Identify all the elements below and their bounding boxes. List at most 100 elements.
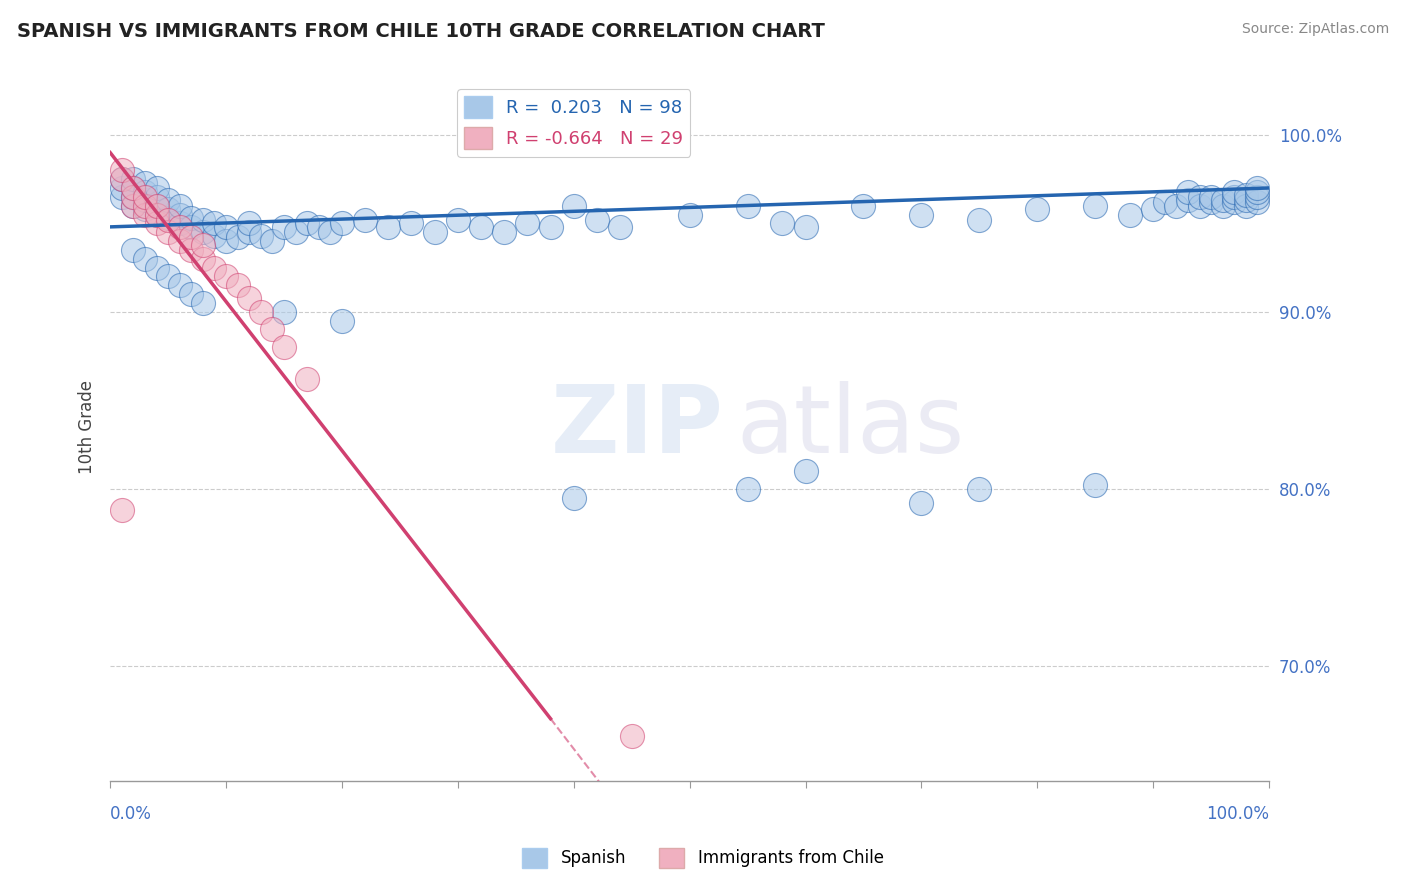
Point xyxy=(1246,195,1268,210)
Point xyxy=(215,269,238,284)
Point xyxy=(122,199,145,213)
Point xyxy=(122,199,145,213)
Point xyxy=(134,194,156,208)
Point xyxy=(295,372,318,386)
Point xyxy=(191,252,214,266)
Point xyxy=(562,199,585,213)
Point xyxy=(330,216,353,230)
Point xyxy=(180,219,202,234)
Text: 100.0%: 100.0% xyxy=(1206,805,1270,823)
Point xyxy=(145,260,167,275)
Point xyxy=(191,296,214,310)
Point xyxy=(145,216,167,230)
Point xyxy=(226,278,249,293)
Point xyxy=(330,313,353,327)
Point xyxy=(678,207,700,221)
Point xyxy=(1246,185,1268,199)
Point xyxy=(215,234,238,248)
Text: ZIP: ZIP xyxy=(551,381,724,473)
Point xyxy=(273,305,295,319)
Point xyxy=(540,219,562,234)
Point xyxy=(145,199,167,213)
Point xyxy=(169,207,191,221)
Point xyxy=(134,176,156,190)
Point xyxy=(191,225,214,239)
Point xyxy=(1223,185,1246,199)
Point xyxy=(494,225,516,239)
Point xyxy=(1223,195,1246,210)
Point xyxy=(191,237,214,252)
Point xyxy=(770,216,793,230)
Point xyxy=(273,340,295,354)
Legend: R =  0.203   N = 98, R = -0.664   N = 29: R = 0.203 N = 98, R = -0.664 N = 29 xyxy=(457,89,690,157)
Point xyxy=(969,482,991,496)
Point xyxy=(169,278,191,293)
Point xyxy=(295,216,318,230)
Point xyxy=(157,269,180,284)
Point xyxy=(1142,202,1164,217)
Point xyxy=(145,207,167,221)
Point xyxy=(377,219,399,234)
Point xyxy=(226,230,249,244)
Point xyxy=(1234,199,1257,213)
Point xyxy=(609,219,631,234)
Point xyxy=(180,211,202,225)
Point xyxy=(586,212,609,227)
Point xyxy=(111,163,134,178)
Point xyxy=(134,190,156,204)
Point xyxy=(180,287,202,301)
Point xyxy=(145,190,167,204)
Point xyxy=(204,228,226,243)
Point xyxy=(157,225,180,239)
Point xyxy=(157,194,180,208)
Point xyxy=(215,219,238,234)
Point xyxy=(620,730,643,744)
Point xyxy=(122,181,145,195)
Legend: Spanish, Immigrants from Chile: Spanish, Immigrants from Chile xyxy=(516,841,890,875)
Point xyxy=(1234,194,1257,208)
Point xyxy=(794,464,817,478)
Point xyxy=(1166,199,1188,213)
Point xyxy=(1188,199,1211,213)
Point xyxy=(910,207,932,221)
Point xyxy=(122,172,145,186)
Point xyxy=(447,212,470,227)
Point xyxy=(319,225,342,239)
Point xyxy=(1177,194,1199,208)
Point xyxy=(262,234,284,248)
Point xyxy=(1212,194,1234,208)
Point xyxy=(238,291,260,305)
Point xyxy=(157,202,180,217)
Point xyxy=(111,503,134,517)
Point xyxy=(910,496,932,510)
Point xyxy=(401,216,423,230)
Point xyxy=(145,181,167,195)
Point xyxy=(852,199,875,213)
Point xyxy=(737,199,759,213)
Point xyxy=(180,230,202,244)
Point xyxy=(238,225,260,239)
Point xyxy=(308,219,330,234)
Point xyxy=(273,219,295,234)
Point xyxy=(134,207,156,221)
Point xyxy=(122,190,145,204)
Point xyxy=(737,482,759,496)
Point xyxy=(111,172,134,186)
Point xyxy=(122,243,145,257)
Text: atlas: atlas xyxy=(735,381,965,473)
Point xyxy=(157,212,180,227)
Point xyxy=(204,260,226,275)
Point xyxy=(134,199,156,213)
Point xyxy=(169,216,191,230)
Point xyxy=(1199,190,1222,204)
Point xyxy=(191,212,214,227)
Point xyxy=(1177,185,1199,199)
Text: 0.0%: 0.0% xyxy=(110,805,152,823)
Point xyxy=(1153,195,1175,210)
Point xyxy=(157,211,180,225)
Point xyxy=(1234,188,1257,202)
Point xyxy=(262,322,284,336)
Point xyxy=(145,207,167,221)
Point xyxy=(1119,207,1142,221)
Point xyxy=(1084,199,1107,213)
